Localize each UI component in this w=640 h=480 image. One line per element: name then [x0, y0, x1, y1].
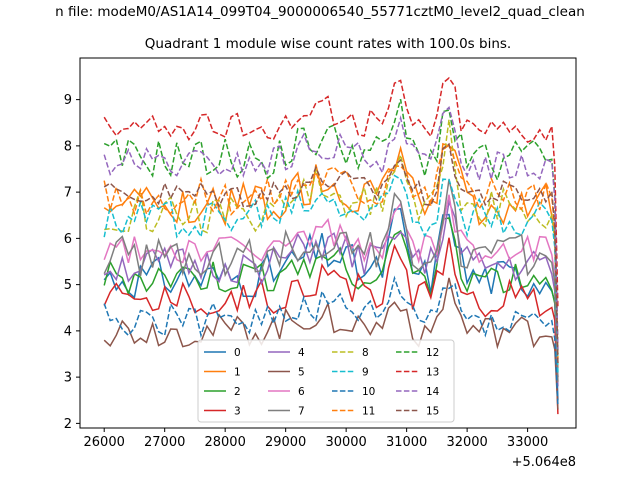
series-line-14 — [103, 105, 559, 350]
x-axis: 26000 27000 28000 29000 30000 31000 32000 33000 — [84, 428, 548, 450]
x-tick-label: 30000 — [325, 435, 366, 450]
series-line-11 — [103, 144, 559, 359]
series-line-5 — [103, 277, 559, 410]
legend-label: 2 — [234, 386, 241, 398]
y-tick-label: 9 — [64, 93, 72, 108]
series-line-3 — [103, 237, 559, 415]
x-tick-label: 32000 — [446, 435, 487, 450]
x-tick-label: 27000 — [144, 435, 185, 450]
x-tick-label: 33000 — [507, 435, 548, 450]
legend-label: 0 — [234, 347, 241, 359]
legend-label: 13 — [426, 367, 439, 379]
legend-label: 12 — [426, 347, 439, 359]
x-tick-label: 28000 — [204, 435, 245, 450]
series-line-2 — [103, 217, 559, 378]
legend-label: 6 — [298, 386, 305, 398]
series-line-15 — [103, 142, 559, 364]
y-tick-label: 4 — [64, 324, 72, 339]
y-tick-label: 5 — [64, 278, 72, 293]
legend-label: 9 — [362, 367, 369, 379]
legend-label: 11 — [362, 406, 375, 418]
legend-label: 4 — [298, 347, 305, 359]
legend-label: 15 — [426, 406, 439, 418]
legend-label: 7 — [298, 406, 305, 418]
y-tick-label: 8 — [64, 139, 72, 154]
y-tick-label: 3 — [64, 371, 72, 386]
legend-label: 10 — [362, 386, 375, 398]
legend-label: 8 — [362, 347, 369, 359]
legend-box — [197, 339, 455, 423]
series-line-10 — [103, 275, 559, 405]
plot-lines — [103, 76, 559, 415]
series-line-13 — [103, 76, 559, 308]
legend-label: 1 — [234, 367, 241, 379]
y-tick-label: 7 — [64, 186, 72, 201]
legend-label: 3 — [234, 406, 241, 418]
y-axis: 2 3 4 5 6 7 8 9 — [64, 93, 80, 432]
x-tick-label: 31000 — [386, 435, 427, 450]
x-tick-label: 29000 — [265, 435, 306, 450]
figure-suptitle: n file: modeM0/AS1A14_099T04_9000006540_… — [55, 4, 585, 20]
legend-label: 14 — [426, 386, 440, 398]
x-tick-label: 26000 — [84, 435, 125, 450]
legend-label: 5 — [298, 367, 305, 379]
chart-title: Quadrant 1 module wise count rates with … — [144, 36, 512, 52]
series-line-7 — [103, 179, 559, 382]
plot-frame — [79, 57, 577, 429]
series-line-8 — [104, 119, 559, 364]
y-tick-label: 2 — [64, 417, 72, 432]
x-offset-label: +5.064e8 — [512, 455, 576, 470]
series-line-12 — [103, 99, 559, 355]
y-tick-label: 6 — [64, 232, 72, 247]
series-line-0 — [103, 208, 559, 401]
series-line-4 — [103, 198, 559, 387]
series-line-9 — [103, 174, 559, 373]
